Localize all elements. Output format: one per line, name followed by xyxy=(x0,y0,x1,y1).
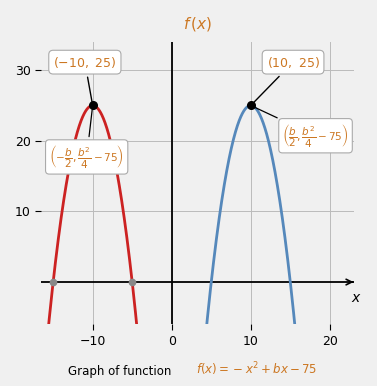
Text: $x$: $x$ xyxy=(351,291,362,305)
Text: Graph of function: Graph of function xyxy=(68,365,171,378)
Text: $(-10,\ 25)$: $(-10,\ 25)$ xyxy=(53,55,116,103)
Text: $(10,\ 25)$: $(10,\ 25)$ xyxy=(253,55,320,103)
Text: $\left(-\dfrac{b}{2},\dfrac{b^2}{4}-75\right)$: $\left(-\dfrac{b}{2},\dfrac{b^2}{4}-75\r… xyxy=(49,108,124,171)
Text: $f\,(x)$: $f\,(x)$ xyxy=(183,15,212,34)
Text: $f(x)=-x^2+bx-75$: $f(x)=-x^2+bx-75$ xyxy=(196,361,317,378)
Text: $\left(\dfrac{b}{2},\dfrac{b^2}{4}-75\right)$: $\left(\dfrac{b}{2},\dfrac{b^2}{4}-75\ri… xyxy=(253,107,349,149)
